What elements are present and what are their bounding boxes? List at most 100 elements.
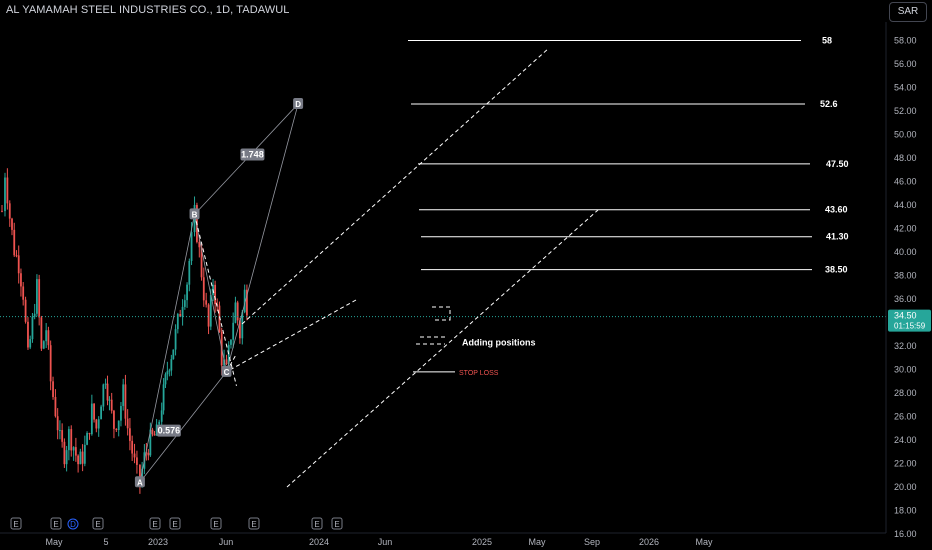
candle-body [52,381,54,397]
candle-body [160,410,163,422]
earnings-marker [149,517,161,530]
earnings-marker-label: E [95,520,100,529]
candle-body [63,441,66,465]
candle-body [100,406,103,420]
time-tick-label: 2026 [639,537,659,547]
candle-body [11,218,13,230]
candle-body [22,286,25,300]
target-level-label: 47.50 [826,159,849,169]
earnings-marker-label: E [53,520,58,529]
pattern-point-d: D [295,100,301,109]
candle-body [179,314,182,317]
candle-body [54,396,57,417]
earnings-marker [311,517,323,530]
ac-line [139,371,227,483]
candle-body [86,433,88,445]
candle-body [236,302,239,321]
candle-body [27,321,29,348]
earnings-marker-label: E [314,520,319,529]
target-level-label: 43.60 [825,205,848,215]
candle-body [90,403,93,435]
candle-body [166,371,169,375]
candle-body [81,451,84,464]
candle-body [117,420,120,431]
price-tick-label: 58.00 [894,36,917,46]
price-tick-label: 20.00 [894,482,917,492]
candle-body [6,177,9,204]
candle-body [149,429,152,456]
earnings-marker [169,517,181,530]
candle-body [225,359,228,365]
candle-body [122,384,125,407]
candle-body [232,322,235,340]
candle-body [170,359,173,371]
candle-body [181,306,184,317]
target-level-label: 41.30 [826,232,849,242]
price-tick-label: 32.00 [894,341,917,351]
candle-body [120,406,122,421]
pattern-point-badge [293,97,304,109]
price-tick-label: 36.00 [894,294,917,304]
price-tick-label: 48.00 [894,153,917,163]
candle-body [95,419,98,429]
candle-body [88,433,91,435]
currency-button[interactable]: SAR [889,2,927,22]
candle-body [108,399,111,401]
price-tick-label: 44.00 [894,200,917,210]
price-tick-label: 22.00 [894,459,917,469]
candle-body [183,300,186,307]
candle-body [38,279,41,318]
candle-body [241,312,244,339]
candle-body [20,273,22,287]
candle-body [33,313,36,317]
stop-loss-label: STOP LOSS [459,370,499,377]
earnings-marker [92,517,104,530]
earnings-marker-label: E [172,520,177,529]
chart-title: AL YAMAMAH STEEL INDUSTRIES CO., 1D, TAD… [6,4,290,16]
pattern-point-badge [189,208,200,220]
pattern-point-b: B [192,210,198,219]
pattern-point-a: A [137,478,143,487]
adding-positions-label: Adding positions [462,337,536,347]
candle-body [77,455,80,465]
earnings-marker [10,517,22,530]
chart-drawings: A B C D 0.576 1.748 58 52.6 47.50 43.60 41.30 38.50… [0,36,886,488]
candle-body [209,295,212,327]
time-tick-label: Jun [219,537,234,547]
price-tick-label: 40.00 [894,247,917,257]
time-tick-label: Jun [378,537,393,547]
candle-body [164,374,167,385]
bc-diag [194,214,237,386]
candle-body [124,384,127,419]
candle-body [145,452,148,454]
time-axis: May 5 2023 Jun 2024 Jun 2025 May Sep 2026 May [0,532,886,547]
candle-body [176,314,179,330]
candle-body [162,384,165,411]
candle-body [56,416,59,431]
pattern-point-c: C [224,368,230,377]
candle-body [113,410,115,429]
candle-body [190,232,193,261]
price-tick-label: 16.00 [894,529,917,539]
candle-body [136,457,138,465]
candle-body [202,277,205,301]
current-price-label: 34.50 [894,311,917,321]
candle-body [126,418,129,429]
candle-body [42,341,45,349]
candle-body [230,339,232,345]
candle-body [40,317,43,349]
earnings-marker [248,517,260,530]
earnings-marker [50,517,62,530]
time-tick-label: 5 [103,537,108,547]
candle-body [131,440,134,454]
current-price-badge [888,309,931,332]
candle-body [174,329,177,350]
candle-body [218,305,221,332]
candle-body [172,349,175,360]
dividend-marker [67,518,79,530]
candle-body [59,430,61,432]
price-tick-label: 54.00 [894,83,917,93]
earnings-marker [331,517,343,530]
price-tick-label: 30.00 [894,365,917,375]
